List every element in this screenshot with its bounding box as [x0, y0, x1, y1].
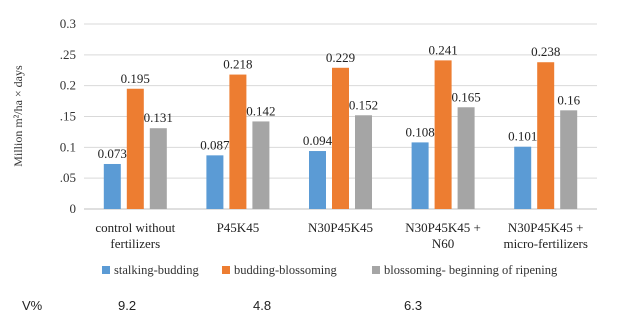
data-label: 0.165: [451, 89, 480, 104]
bar-chart: 0 .05 0.1 .15 0.2 .25 0.3 Million m²/ha × days…: [11, 16, 597, 277]
y-tick-label: 0: [70, 201, 77, 216]
legend-label: blossoming- beginning of ripening: [384, 263, 558, 277]
v-percent-value: 6.3: [404, 298, 423, 313]
data-label: 0.238: [531, 44, 560, 59]
x-category-label: N30P45K45 +: [405, 220, 481, 235]
data-label: 0.094: [303, 133, 333, 148]
x-category-label: N30P45K45: [308, 220, 373, 235]
x-category-label: micro-fertilizers: [503, 236, 587, 251]
data-label: 0.241: [428, 42, 457, 57]
y-tick-label: 0.1: [60, 139, 76, 154]
bar: [411, 142, 429, 209]
data-label: 0.131: [144, 110, 173, 125]
y-tick-label: .25: [60, 47, 76, 62]
legend-swatch: [372, 266, 380, 274]
x-category-label: N30P45K45 +: [508, 220, 584, 235]
data-label: 0.073: [98, 146, 127, 161]
bar: [126, 88, 144, 209]
data-label: 0.087: [200, 137, 230, 152]
data-label: 0.152: [349, 97, 378, 112]
x-category-label: N60: [432, 236, 454, 251]
x-category-label: control without: [95, 220, 175, 235]
bars: [103, 60, 578, 210]
y-tick-label: 0.2: [60, 78, 76, 93]
v-percent-row: V% 9.2 4.8 6.3: [0, 296, 617, 318]
data-label: 0.142: [246, 103, 275, 118]
bar: [252, 121, 270, 209]
y-tick-label: .05: [60, 170, 76, 185]
bar: [332, 67, 349, 210]
y-tick-label: 0.3: [60, 16, 76, 31]
bar: [206, 155, 224, 209]
y-axis-title: Million m²/ha × days: [11, 65, 25, 167]
v-percent-label: V%: [22, 298, 43, 313]
v-percent-value: 4.8: [253, 298, 272, 313]
data-label: 0.229: [326, 50, 355, 65]
v-percent-value: 9.2: [118, 298, 137, 313]
y-axis-ticks: 0 .05 0.1 .15 0.2 .25 0.3: [60, 16, 76, 216]
data-label: 0.218: [223, 57, 252, 72]
legend-label: stalking-budding: [114, 263, 199, 277]
bar: [434, 60, 452, 210]
bar: [149, 128, 167, 209]
data-labels: 0.073 0.195 0.131 0.087 0.218 0.142 0.094 0.229…: [98, 42, 581, 161]
bar: [514, 146, 532, 209]
y-tick-label: .15: [60, 109, 76, 124]
bar: [560, 110, 578, 209]
data-label: 0.108: [405, 124, 434, 139]
legend-label: budding-blossoming: [234, 263, 338, 277]
x-category-label: fertilizers: [110, 236, 160, 251]
bar: [309, 151, 326, 209]
bar: [457, 107, 475, 209]
data-label: 0.16: [557, 92, 580, 107]
legend-swatch: [102, 266, 110, 274]
legend-swatch: [222, 266, 230, 274]
data-label: 0.101: [508, 129, 537, 144]
bar: [537, 62, 555, 209]
bar: [355, 115, 372, 209]
data-label: 0.195: [121, 71, 150, 86]
legend: stalking-budding budding-blossoming blosso…: [102, 263, 558, 277]
bar: [103, 163, 121, 209]
x-category-label: P45K45: [217, 220, 260, 235]
bar: [229, 74, 247, 209]
